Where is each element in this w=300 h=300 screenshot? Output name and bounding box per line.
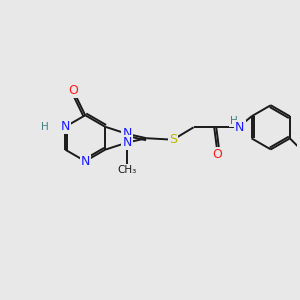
Text: N: N (235, 121, 244, 134)
Text: N: N (122, 127, 132, 140)
Text: N: N (122, 136, 132, 149)
Text: N: N (80, 155, 90, 168)
Text: H: H (230, 116, 238, 126)
Text: O: O (68, 84, 78, 97)
Text: CH₃: CH₃ (117, 165, 136, 175)
Text: H: H (41, 122, 49, 132)
Text: O: O (212, 148, 222, 161)
Text: N: N (61, 120, 70, 133)
Text: S: S (169, 133, 177, 146)
